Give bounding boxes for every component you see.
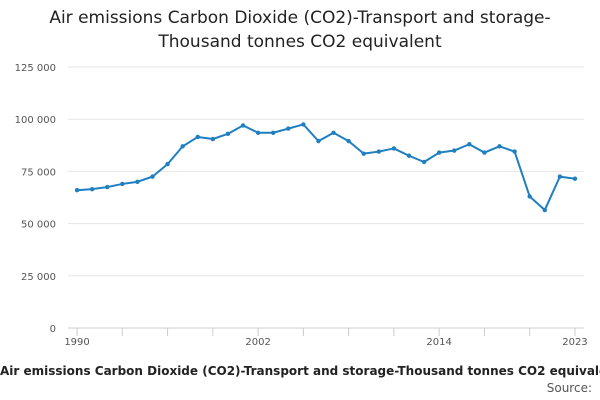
gridlines bbox=[68, 66, 584, 329]
y-tick-label: 100 000 bbox=[15, 115, 56, 126]
data-point bbox=[225, 131, 231, 137]
data-point bbox=[376, 149, 382, 154]
series-line bbox=[76, 123, 576, 212]
y-tick-label: 125 000 bbox=[15, 63, 56, 74]
data-point bbox=[331, 130, 336, 135]
data-point bbox=[286, 126, 291, 131]
data-point bbox=[301, 122, 306, 127]
data-point bbox=[120, 181, 125, 187]
data-point bbox=[572, 176, 578, 181]
data-point bbox=[89, 186, 95, 192]
data-point bbox=[316, 138, 321, 144]
y-tick-label: 50 000 bbox=[21, 220, 56, 231]
chart-title: Air emissions Carbon Dioxide (CO2)-Trans… bbox=[49, 8, 551, 52]
data-point bbox=[255, 130, 261, 135]
data-point bbox=[150, 174, 155, 179]
x-axis: 1990 2002 2014 2023 bbox=[64, 327, 588, 348]
x-tick-label: 2002 bbox=[245, 337, 270, 348]
data-point bbox=[270, 130, 276, 135]
data-point bbox=[436, 150, 442, 155]
chart-caption: Air emissions Carbon Dioxide (CO2)-Trans… bbox=[0, 364, 600, 378]
y-tick-label: 75 000 bbox=[21, 167, 56, 178]
source-label: Source: bbox=[546, 381, 592, 395]
data-point bbox=[406, 153, 412, 158]
series-group bbox=[74, 122, 578, 213]
data-point bbox=[240, 123, 246, 128]
data-point bbox=[135, 179, 140, 185]
data-point bbox=[542, 207, 547, 213]
x-tick-label: 2023 bbox=[562, 337, 587, 348]
data-point bbox=[482, 150, 487, 155]
data-point bbox=[195, 134, 200, 140]
data-point bbox=[527, 194, 532, 199]
data-point bbox=[74, 187, 80, 193]
y-tick-label: 0 bbox=[50, 324, 56, 335]
x-tick-label: 2014 bbox=[426, 337, 451, 348]
data-point bbox=[391, 146, 397, 151]
data-point bbox=[421, 159, 427, 165]
data-point bbox=[180, 144, 185, 149]
data-point bbox=[557, 174, 563, 179]
data-point bbox=[210, 136, 216, 142]
data-point bbox=[361, 151, 366, 156]
data-point bbox=[467, 142, 472, 147]
data-point bbox=[346, 138, 351, 144]
data-point bbox=[452, 148, 457, 153]
data-point bbox=[105, 184, 110, 190]
data-point bbox=[512, 149, 517, 154]
y-tick-label: 25 000 bbox=[21, 272, 56, 283]
x-tick-label: 1990 bbox=[64, 337, 89, 348]
y-axis: 0 25 000 50 000 75 000 100 000 125 000 bbox=[15, 63, 56, 335]
data-point bbox=[165, 161, 170, 167]
data-point bbox=[497, 144, 502, 149]
